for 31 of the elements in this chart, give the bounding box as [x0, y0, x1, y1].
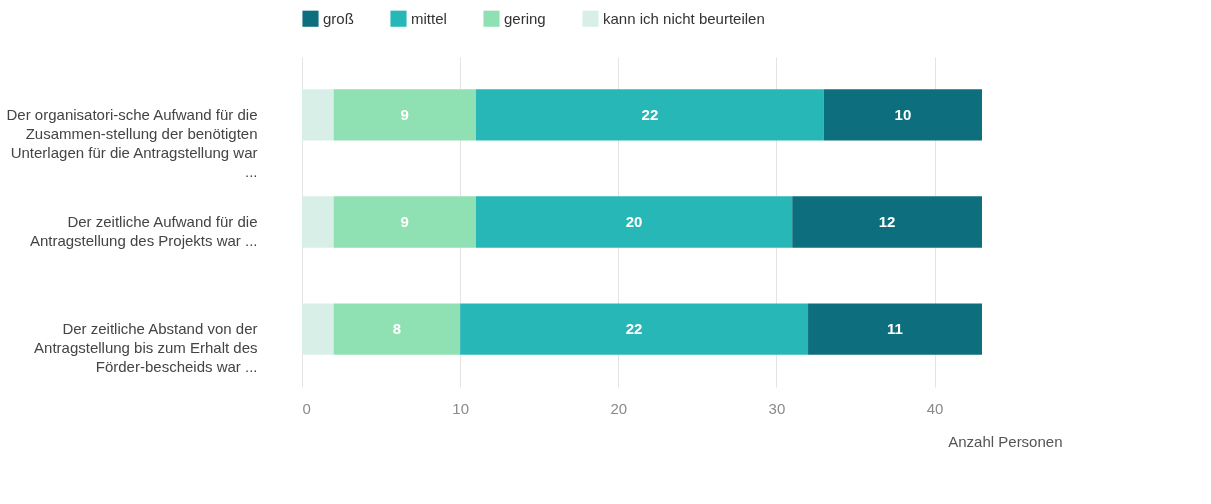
legend-label: kann ich nicht beurteilen — [603, 9, 765, 27]
legend-label: mittel — [411, 9, 447, 27]
data-label: 10 — [894, 105, 912, 123]
data-label: 22 — [641, 105, 659, 123]
data-label: 9 — [400, 213, 409, 230]
data-label: 20 — [625, 213, 643, 230]
bar — [460, 303, 809, 355]
bar — [333, 303, 461, 355]
y-tick-label: Der organisatori-sche Aufwand für die Zusammen-stellung der benötigten Unterlagen für die Antragstellung war ... — [6, 105, 258, 180]
legend-label: gering — [504, 9, 546, 27]
y-tick-label: Der zeitliche Abstand von der Antragstellung bis zum Erhalt des Förder-bescheids war ... — [34, 320, 258, 376]
x-tick-label: 20 — [610, 399, 628, 417]
data-label: 11 — [887, 320, 903, 338]
x-tick-label: 0 — [302, 399, 311, 417]
x-tick-label: 40 — [926, 399, 944, 417]
bar — [823, 89, 982, 141]
bar — [333, 89, 476, 141]
data-label: 8 — [392, 320, 402, 338]
data-label: 22 — [625, 320, 643, 338]
x-axis-title: Anzahl Personen — [948, 432, 1063, 450]
x-tick-label: 30 — [768, 399, 786, 417]
y-tick-label: Der zeitliche Aufwand für die Antragstellung des Projekts war ... — [29, 213, 258, 249]
legend-label: groß — [323, 9, 354, 27]
bar — [792, 196, 982, 248]
bar — [333, 196, 476, 248]
x-tick-label: 10 — [452, 399, 469, 417]
data-label: 12 — [878, 213, 896, 230]
bar — [475, 89, 824, 141]
bar — [475, 196, 793, 248]
bar — [808, 303, 982, 355]
data-label: 9 — [400, 105, 409, 123]
